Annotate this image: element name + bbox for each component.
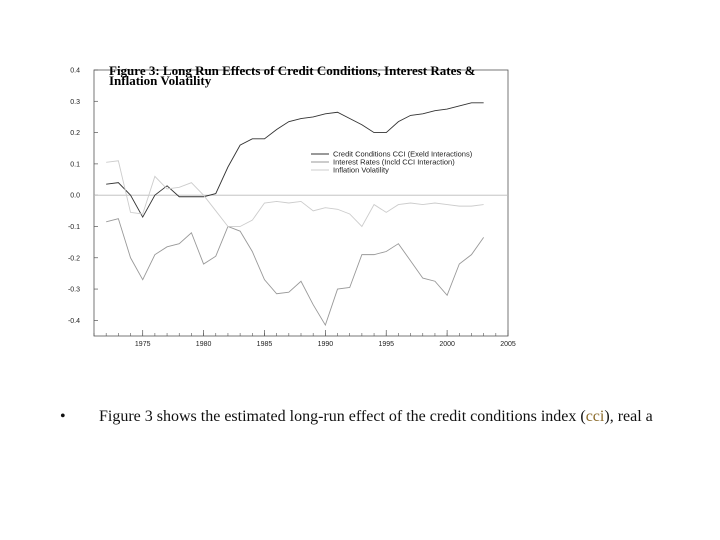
y-tick-label: -0.2 (68, 255, 80, 262)
y-axis: 0.4 0.3 0.2 0.1 0.0 -0.1 -0.2 -0.3 -0.4 (68, 68, 98, 325)
bullet-text: Figure 3 shows the estimated long-run ef… (99, 408, 653, 426)
series-line-1 (106, 102, 484, 219)
legend-label-2: Interest Rates (Incld CCI Interaction) (333, 158, 455, 167)
x-axis: 1975 1980 1985 1990 1995 2000 2005 (93, 330, 516, 348)
bullet-text-after: ), real a (604, 408, 653, 425)
series-line-2 (106, 218, 485, 327)
bullet-symbol: • (60, 408, 66, 425)
bullet-text-before: Figure 3 shows the estimated long-run ef… (99, 408, 586, 425)
y-tick-label: -0.1 (68, 224, 80, 231)
x-tick-label: 1995 (378, 341, 394, 348)
bullet-text-cci: cci (585, 408, 605, 425)
y-tick-label: 0.0 (70, 193, 80, 200)
chart-title: Figure 3: Long Run Effects of Credit Con… (109, 63, 476, 88)
x-tick-label: 1990 (318, 341, 334, 348)
chart: 0.4 0.3 0.2 0.1 0.0 -0.1 -0.2 -0.3 -0.4 1975 1980… (68, 63, 516, 348)
x-tick-label: 1975 (135, 341, 151, 348)
y-tick-label: 0.1 (70, 161, 80, 168)
plot-frame (93, 69, 509, 337)
y-tick-label: 0.2 (70, 130, 80, 137)
chart-title-line-1: Figure 3: Long Run Effects of Credit Con… (109, 63, 476, 78)
legend-label-1: Credit Conditions CCI (Exeld Interaction… (333, 150, 473, 159)
legend-label-3: Inflation Volatility (333, 166, 389, 175)
x-tick-label: 1985 (257, 341, 273, 348)
legend: Credit Conditions CCI (Exeld Interaction… (311, 150, 473, 175)
y-tick-label: -0.3 (68, 287, 80, 294)
y-tick-label: -0.4 (68, 318, 80, 325)
chart-title-line-2: Inflation Volatility (109, 73, 212, 88)
series-lines (106, 102, 485, 327)
y-tick-label: 0.3 (70, 99, 80, 106)
y-tick-label: 0.4 (70, 68, 80, 75)
series-line-3 (106, 160, 484, 228)
bullet-point: • Figure 3 shows the estimated long-run … (0, 408, 720, 432)
x-tick-label: 1980 (196, 341, 212, 348)
x-tick-label: 2005 (500, 341, 516, 348)
x-tick-label: 2000 (439, 341, 455, 348)
